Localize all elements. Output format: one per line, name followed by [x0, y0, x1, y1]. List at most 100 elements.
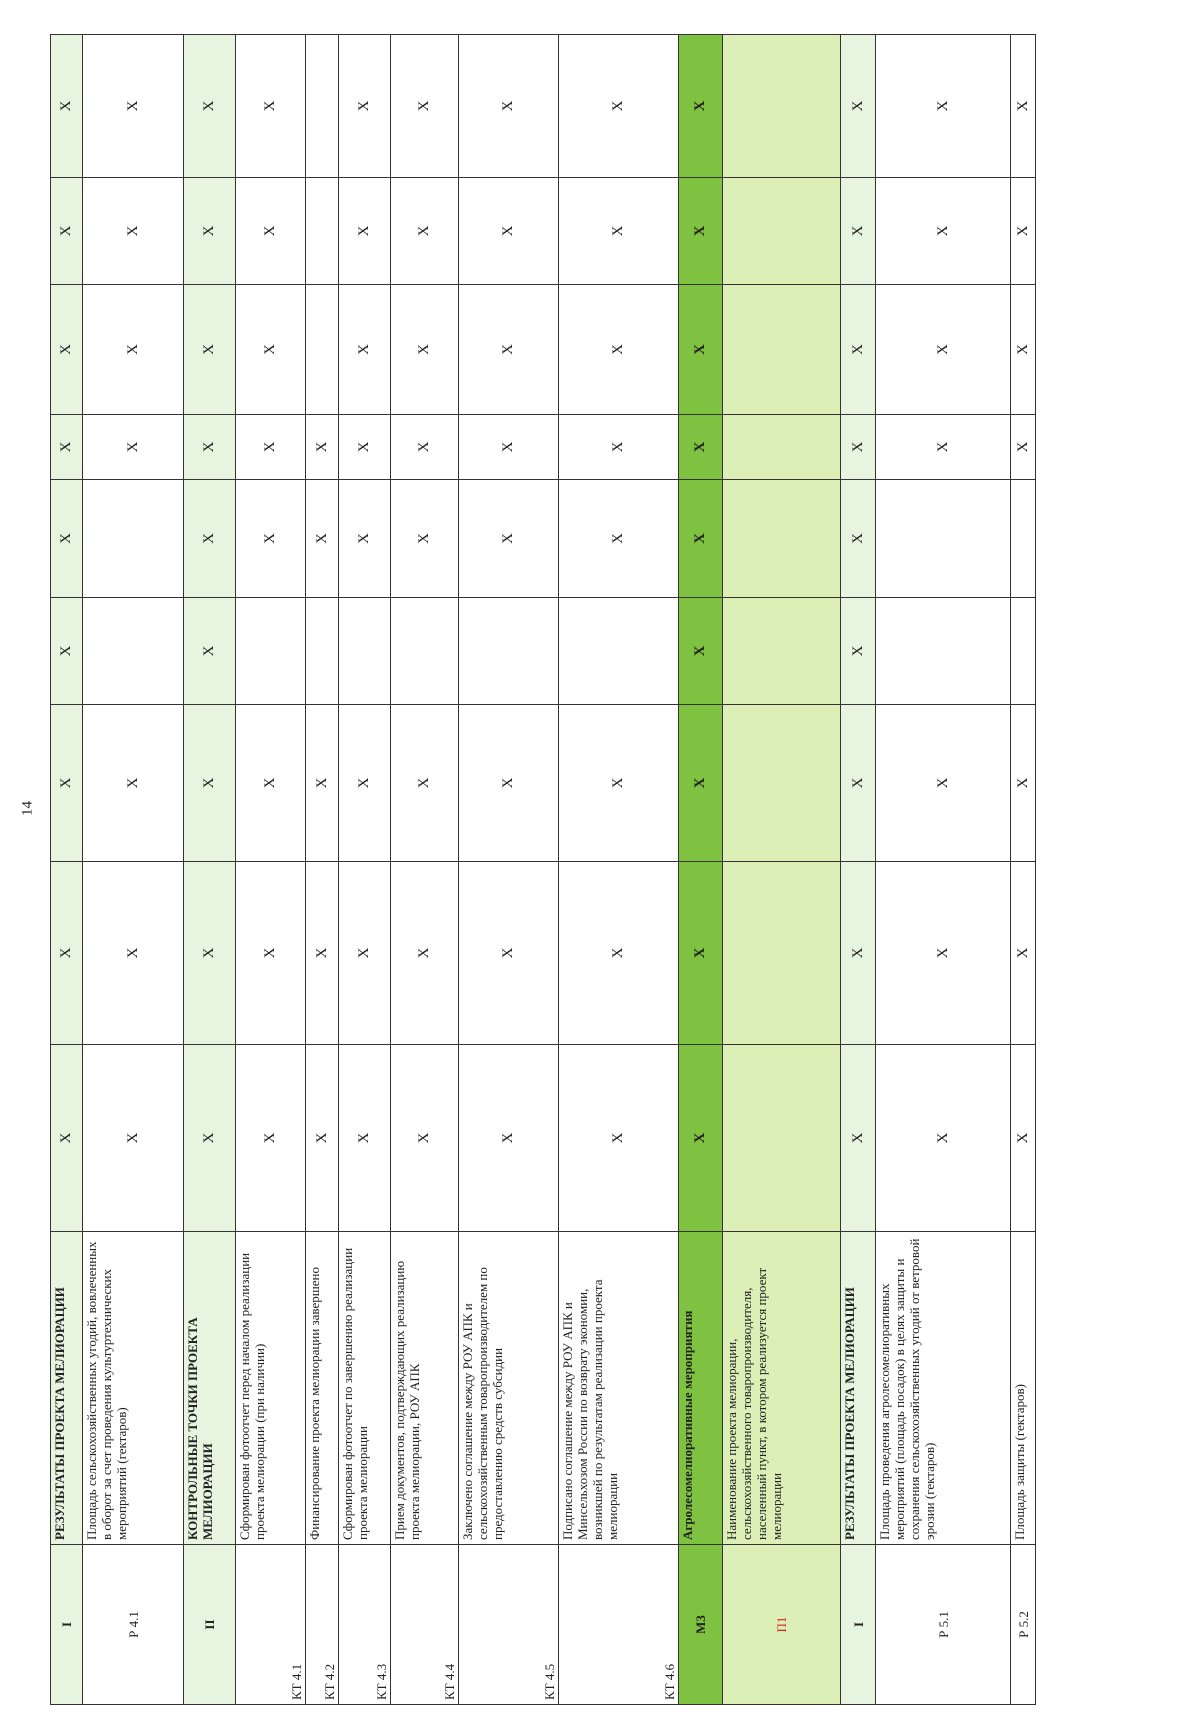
cell: X	[875, 414, 1011, 480]
cell: X	[50, 479, 83, 598]
row-code: I	[840, 1544, 876, 1705]
row-name: КОНТРОЛЬНЫЕ ТОЧКИ ПРОЕКТА МЕЛИОРАЦИИ	[183, 1231, 236, 1545]
row-name: Агролесомелиоративные мероприятия	[678, 1231, 723, 1545]
cell: X	[1010, 861, 1036, 1045]
cell: X	[840, 34, 876, 178]
cell: X	[558, 177, 679, 285]
cell: X	[183, 34, 236, 178]
cell: X	[458, 284, 559, 415]
cell: X	[1010, 704, 1036, 862]
cell: X	[338, 177, 391, 285]
rotated-table-wrap: I РЕЗУЛЬТАТЫ ПРОЕКТА МЕЛИОРАЦИИ X X X X X X X X X Р…	[50, 34, 1036, 1705]
cell: X	[1010, 284, 1036, 415]
table-row: КТ 4.1 Сформирован фотоотчет перед начало…	[235, 34, 306, 1705]
cell: X	[390, 704, 459, 862]
cell: X	[558, 34, 679, 178]
row-code: КТ 4.5	[458, 1544, 559, 1705]
cell: X	[50, 284, 83, 415]
cell: X	[678, 34, 723, 178]
cell: X	[305, 1044, 339, 1232]
row-code: Р 4.1	[82, 1544, 184, 1705]
cell	[458, 597, 559, 705]
cell: X	[558, 704, 679, 862]
row-code: I	[50, 1544, 83, 1705]
cell: X	[678, 177, 723, 285]
cell: X	[82, 861, 184, 1045]
cell: X	[50, 861, 83, 1045]
row-code: М3	[678, 1544, 723, 1705]
cell: X	[678, 861, 723, 1045]
cell: X	[183, 861, 236, 1045]
row-code: Р 5.1	[875, 1544, 1011, 1705]
cell: X	[305, 414, 339, 480]
table: I РЕЗУЛЬТАТЫ ПРОЕКТА МЕЛИОРАЦИИ X X X X X X X X X Р…	[50, 34, 1036, 1705]
cell: X	[235, 414, 306, 480]
cell: X	[82, 177, 184, 285]
cell: X	[678, 1044, 723, 1232]
cell: X	[558, 1044, 679, 1232]
cell: X	[840, 177, 876, 285]
cell: X	[840, 704, 876, 862]
cell: X	[558, 861, 679, 1045]
table-row: I РЕЗУЛЬТАТЫ ПРОЕКТА МЕЛИОРАЦИИ X X X X X X X X X	[50, 34, 83, 1705]
cell: X	[1010, 34, 1036, 178]
cell: X	[390, 1044, 459, 1232]
cell: X	[82, 284, 184, 415]
cell: X	[390, 284, 459, 415]
cell: X	[840, 1044, 876, 1232]
cell: X	[390, 861, 459, 1045]
cell: X	[1010, 177, 1036, 285]
table-row: М3 Агролесомелиоративные мероприятия X X X X X…	[678, 34, 723, 1705]
cell	[305, 284, 339, 415]
row-code: П1	[722, 1544, 841, 1705]
cell	[390, 597, 459, 705]
table-row: П1 Наименование проекта мелиорации, сельс…	[722, 34, 841, 1705]
cell: X	[840, 284, 876, 415]
table-row: Р 5.2 Площадь защиты (гектаров) X X X X X X X	[1010, 34, 1036, 1705]
cell: X	[305, 704, 339, 862]
cell: X	[558, 479, 679, 598]
cell: X	[558, 284, 679, 415]
row-code: КТ 4.4	[390, 1544, 459, 1705]
table-body: I РЕЗУЛЬТАТЫ ПРОЕКТА МЕЛИОРАЦИИ X X X X X X X X X Р…	[50, 34, 1036, 1705]
cell: X	[50, 34, 83, 178]
cell	[338, 597, 391, 705]
cell: X	[183, 284, 236, 415]
cell: X	[235, 284, 306, 415]
cell: X	[390, 479, 459, 598]
cell: X	[458, 414, 559, 480]
cell	[722, 284, 841, 415]
row-name: Подписано соглашение между РОУ АПК и Мин…	[558, 1231, 679, 1545]
table-row: КТ 4.5 Заключено соглашение между РОУ АПК…	[458, 34, 559, 1705]
cell: X	[235, 861, 306, 1045]
cell	[722, 414, 841, 480]
row-code: КТ 4.1	[235, 1544, 306, 1705]
cell: X	[840, 861, 876, 1045]
cell: X	[338, 414, 391, 480]
cell	[875, 479, 1011, 598]
cell: X	[305, 861, 339, 1045]
cell: X	[305, 479, 339, 598]
table-row: Р 5.1 Площадь проведения агролесомелиорат…	[875, 34, 1011, 1705]
cell: X	[235, 1044, 306, 1232]
cell: X	[338, 704, 391, 862]
cell: X	[875, 704, 1011, 862]
cell: X	[558, 414, 679, 480]
row-name: Сформирован фотоотчет по завершению реал…	[338, 1231, 391, 1545]
cell: X	[678, 597, 723, 705]
cell: X	[390, 34, 459, 178]
table-row: I РЕЗУЛЬТАТЫ ПРОЕКТА МЕЛИОРАЦИИ X X X X X X X X X	[840, 34, 876, 1705]
cell	[875, 597, 1011, 705]
cell	[1010, 597, 1036, 705]
cell	[558, 597, 679, 705]
cell: X	[82, 704, 184, 862]
cell: X	[875, 1044, 1011, 1232]
cell: X	[338, 479, 391, 598]
cell: X	[875, 34, 1011, 178]
cell: X	[458, 479, 559, 598]
cell	[1010, 479, 1036, 598]
cell: X	[82, 1044, 184, 1232]
cell: X	[183, 597, 236, 705]
cell: X	[458, 34, 559, 178]
